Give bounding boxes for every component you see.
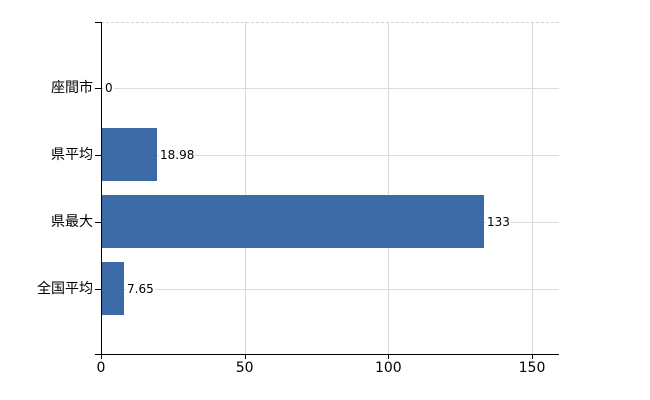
value-label: 18.98 (159, 147, 196, 163)
y-tick-mark (95, 222, 101, 223)
value-label: 133 (486, 214, 511, 230)
category-label: 県平均 (51, 147, 93, 163)
x-tick-mark (101, 354, 102, 359)
y-axis-top-tick (95, 22, 101, 23)
category-label: 座間市 (51, 80, 93, 96)
category-label: 県最大 (51, 214, 93, 230)
category-label: 全国平均 (37, 281, 93, 297)
x-tick-mark (388, 354, 390, 359)
x-tick-label: 150 (518, 360, 546, 376)
x-tick-mark (532, 354, 533, 359)
y-tick-mark (95, 88, 101, 89)
x-tick-label: 0 (96, 360, 106, 376)
x-axis-line (95, 354, 559, 355)
x-tick-mark (244, 354, 246, 359)
bar (102, 195, 484, 248)
y-gridline (101, 289, 559, 290)
value-label: 0 (104, 80, 114, 96)
plot-area (101, 22, 559, 354)
x-tick-label: 100 (374, 360, 402, 376)
x-gridline (388, 22, 390, 354)
x-gridline (532, 22, 533, 354)
y-gridline (101, 88, 559, 89)
x-gridline (244, 22, 246, 354)
y-axis-line (101, 22, 102, 354)
y-tick-mark (95, 155, 101, 156)
y-tick-mark (95, 289, 101, 290)
value-label: 7.65 (126, 281, 155, 297)
x-tick-label: 50 (235, 360, 254, 376)
bar (102, 128, 157, 181)
y-gridline (101, 155, 559, 156)
bar (102, 262, 124, 315)
